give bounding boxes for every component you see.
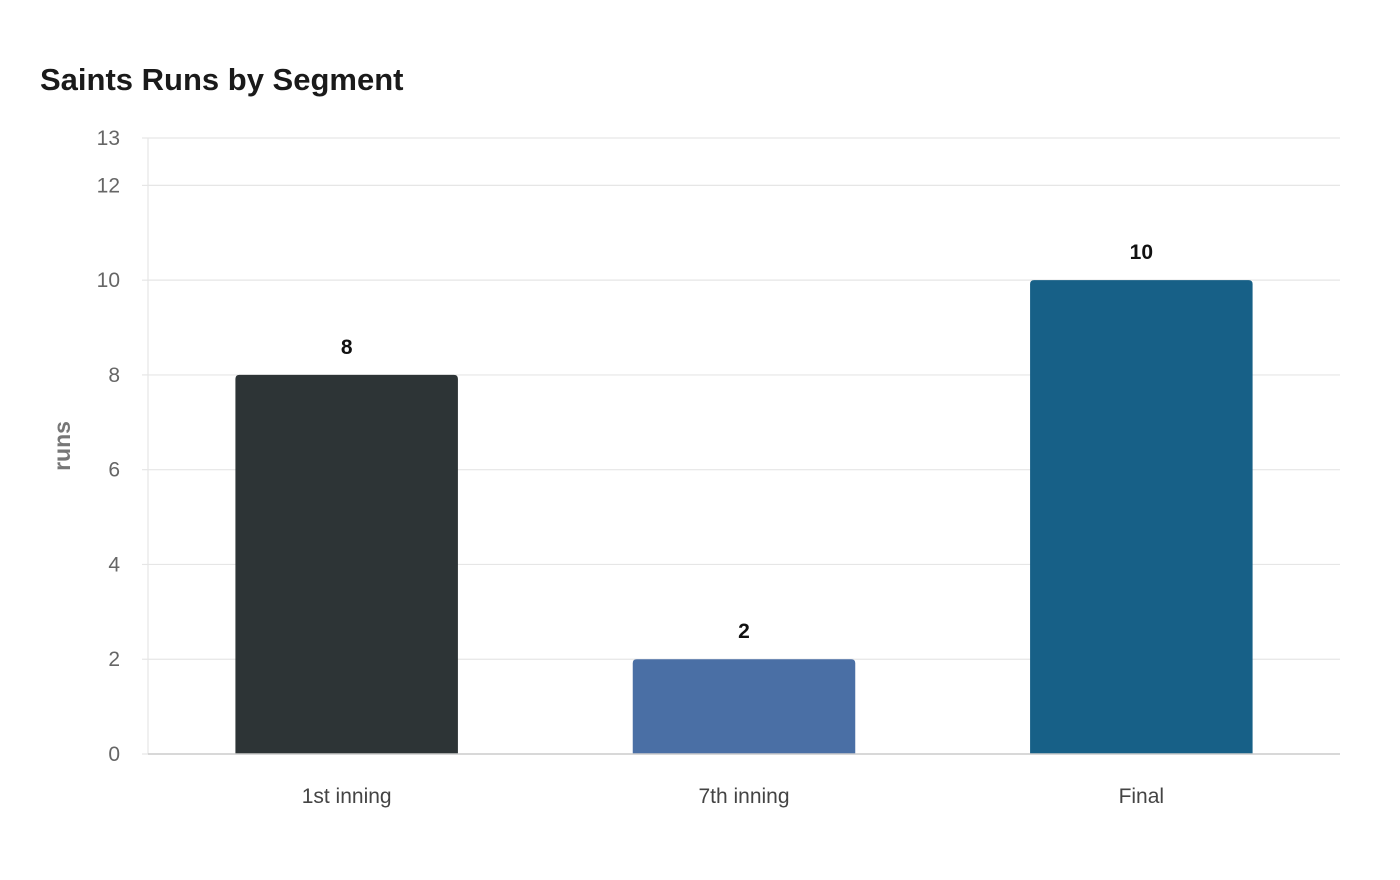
x-axis: 1st inning 7th inning Final	[148, 753, 1340, 808]
bar-7th-inning	[632, 659, 856, 754]
data-label: 10	[1130, 241, 1153, 264]
x-tick-label: Final	[1119, 785, 1165, 808]
y-axis: 0 2 4 6 8 10 12 13	[97, 127, 149, 766]
x-tick-label: 1st inning	[302, 785, 392, 808]
y-tick-label: 2	[108, 648, 120, 671]
bar-final	[1030, 280, 1253, 754]
x-tick-label: 7th inning	[698, 785, 789, 808]
y-tick-label: 10	[97, 269, 120, 292]
y-axis-label: runs	[49, 421, 75, 471]
bar-1st-inning	[235, 374, 458, 754]
y-tick-label: 8	[108, 364, 120, 387]
chart-title: Saints Runs by Segment	[40, 62, 403, 97]
y-tick-label: 4	[108, 553, 120, 576]
y-tick-label: 6	[108, 459, 120, 482]
bars: 8 2 10	[235, 241, 1253, 754]
data-label: 2	[738, 620, 750, 643]
y-tick-label: 0	[108, 743, 120, 766]
y-tick-label: 13	[97, 127, 120, 150]
y-tick-label: 12	[97, 174, 120, 197]
data-label: 8	[341, 336, 353, 359]
